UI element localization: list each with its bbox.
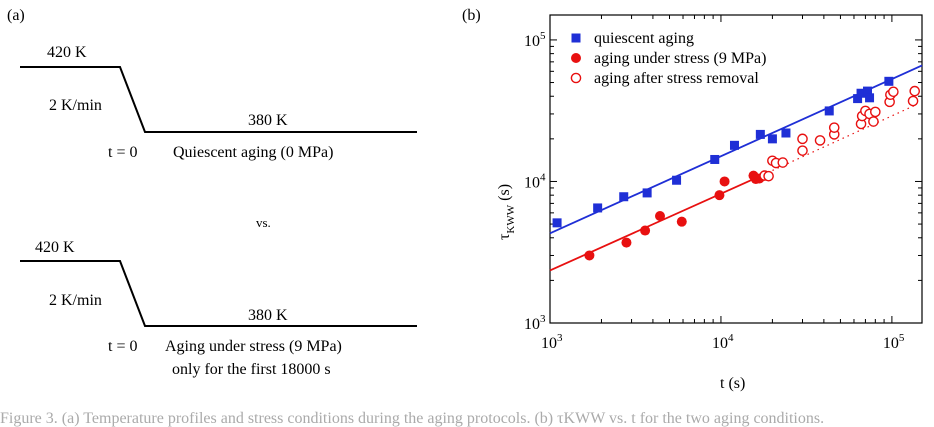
legend-marker-1 xyxy=(571,33,581,43)
plot-frame xyxy=(549,14,923,324)
bottom-protocol-caption-line1: Aging under stress (9 MPa) xyxy=(165,338,342,355)
top-start-temperature: 420 K xyxy=(47,44,87,61)
y-tick-label-exponent: 5 xyxy=(540,30,546,42)
data-point-series-3 xyxy=(907,95,919,107)
data-point-series-2 xyxy=(584,250,595,261)
data-point-series-1 xyxy=(729,140,739,150)
x-axis-label: t (s) xyxy=(720,375,745,392)
data-point-series-1 xyxy=(767,134,777,144)
top-protocol-caption: Quiescent aging (0 MPa) xyxy=(173,144,333,161)
top-aging-temperature: 380 K xyxy=(248,112,288,129)
bottom-start-temperature: 420 K xyxy=(35,239,75,256)
legend-marker-2 xyxy=(571,53,581,63)
data-markers xyxy=(552,76,921,261)
data-point-series-2 xyxy=(621,237,632,248)
x-tick-label: 103 xyxy=(541,332,563,352)
data-point-series-2 xyxy=(714,190,725,201)
data-point-series-1 xyxy=(755,129,765,139)
bottom-t0-label: t = 0 xyxy=(108,338,137,355)
legend-marker-3 xyxy=(570,72,582,84)
data-point-series-1 xyxy=(619,192,629,202)
y-axis-label-subscript: KWW xyxy=(505,204,517,233)
y-tick-label-base: 10 xyxy=(524,316,540,333)
bottom-aging-temperature: 380 K xyxy=(248,307,288,324)
figure-caption-strip: Figure 3. (a) Temperature profiles and s… xyxy=(0,410,825,427)
bottom-temperature-profile xyxy=(20,260,417,327)
vs-label: vs. xyxy=(256,215,271,230)
x-tick-label-exponent: 3 xyxy=(557,332,563,344)
data-point-series-2 xyxy=(676,216,687,227)
data-point-series-1 xyxy=(642,188,652,198)
data-point-series-1 xyxy=(710,154,720,164)
data-point-series-3 xyxy=(763,170,774,182)
data-point-series-2 xyxy=(654,211,665,222)
top-cooling-rate: 2 K/min xyxy=(49,97,102,114)
y-tick-label: 103 xyxy=(524,313,546,333)
bottom-cooling-rate: 2 K/min xyxy=(49,292,102,309)
top-t0-label: t = 0 xyxy=(108,144,137,161)
y-tick-label-base: 10 xyxy=(524,174,540,191)
x-tick-label-base: 10 xyxy=(541,335,557,352)
legend: quiescent aging aging under stress (9 MPa… xyxy=(570,30,766,87)
axis-ticks xyxy=(549,15,922,324)
data-point-series-1 xyxy=(884,76,894,86)
data-point-series-1 xyxy=(593,203,603,213)
fit-line-series-2 xyxy=(549,174,763,272)
y-tick-label-exponent: 4 xyxy=(540,171,546,183)
data-point-series-1 xyxy=(672,175,682,185)
data-point-series-3 xyxy=(909,85,921,97)
x-tick-label-exponent: 5 xyxy=(899,332,905,344)
data-point-series-3 xyxy=(777,157,789,168)
data-point-series-1 xyxy=(863,86,873,96)
data-point-series-1 xyxy=(856,88,866,98)
x-tick-label-exponent: 4 xyxy=(728,332,734,344)
legend-label-3: aging after stress removal xyxy=(594,70,759,87)
data-point-series-3 xyxy=(828,122,840,133)
data-point-series-3 xyxy=(888,86,899,98)
data-point-series-3 xyxy=(797,145,808,156)
figure-canvas: (a) 420 K 2 K/min 380 K t = 0 Quiescent … xyxy=(7,7,923,392)
top-temperature-profile xyxy=(20,66,417,133)
y-tick-label: 105 xyxy=(524,30,546,50)
data-point-series-3 xyxy=(797,133,808,145)
data-point-series-3 xyxy=(814,135,826,146)
bottom-protocol-caption-line2: only for the first 18000 s xyxy=(172,361,331,378)
panel-a-label: (a) xyxy=(7,7,25,24)
y-axis-label-unit: (s) xyxy=(496,184,513,201)
data-point-series-1 xyxy=(824,106,834,116)
x-tick-label: 104 xyxy=(712,332,734,352)
data-point-series-2 xyxy=(719,176,730,187)
data-point-series-1 xyxy=(781,128,791,138)
panel-b-label: (b) xyxy=(462,7,481,24)
legend-label-1: quiescent aging xyxy=(594,30,694,47)
data-point-series-1 xyxy=(865,93,875,103)
legend-label-2: aging under stress (9 MPa) xyxy=(594,50,766,67)
x-tick-label: 105 xyxy=(883,332,905,352)
y-axis-label-symbol: τ xyxy=(496,233,513,240)
x-tick-label-base: 10 xyxy=(883,335,899,352)
data-point-series-1 xyxy=(853,94,863,104)
y-tick-label: 104 xyxy=(524,171,546,191)
y-axis-label: τKWW (s) xyxy=(496,184,517,240)
x-tick-labels: 103 104 105 xyxy=(541,332,905,352)
data-point-series-3 xyxy=(870,106,881,118)
fit-line-series-3 xyxy=(762,103,918,176)
y-tick-label-exponent: 3 xyxy=(540,313,546,325)
x-tick-label-base: 10 xyxy=(712,335,728,352)
data-point-series-2 xyxy=(640,225,651,236)
data-point-series-1 xyxy=(552,218,562,228)
data-point-series-3 xyxy=(868,116,879,127)
y-tick-label-base: 10 xyxy=(524,33,540,50)
